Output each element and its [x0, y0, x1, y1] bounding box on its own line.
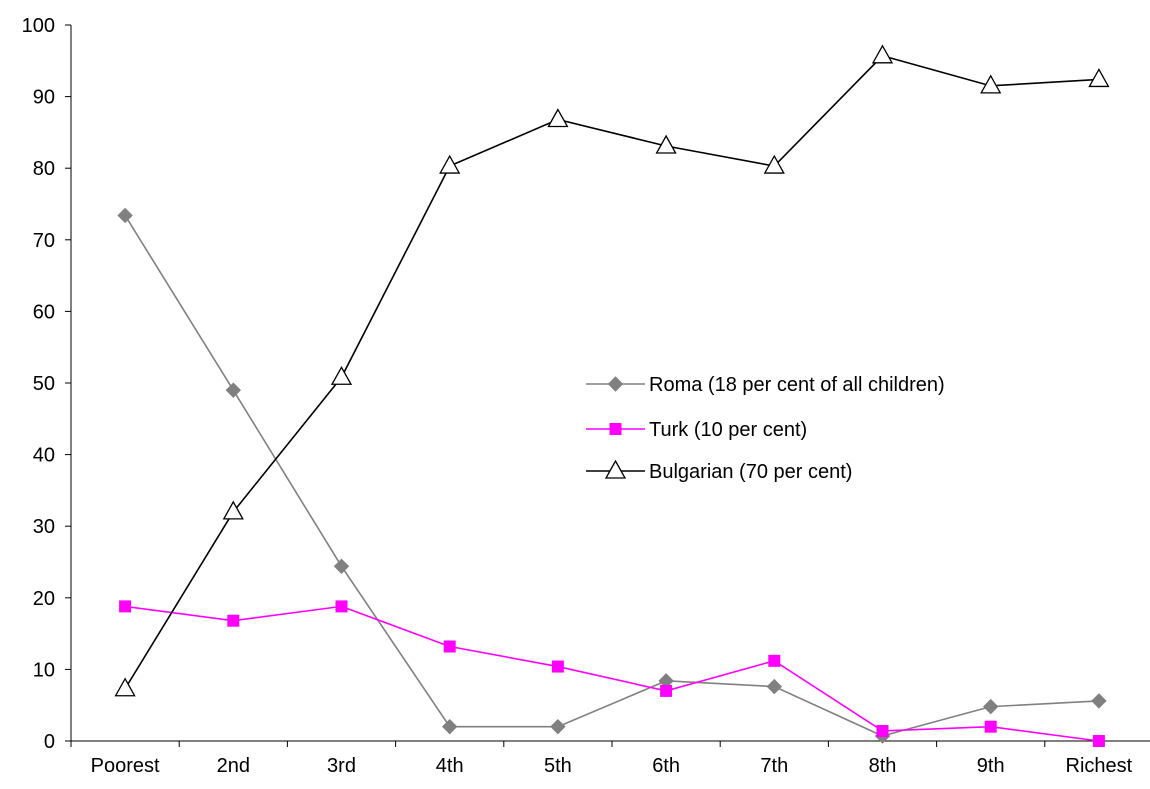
- y-tick-label: 0: [44, 731, 55, 753]
- data-point: [876, 724, 889, 737]
- y-tick-label: 50: [33, 373, 55, 395]
- x-tick-label: 5th: [544, 755, 572, 777]
- x-tick-label: 8th: [869, 755, 897, 777]
- series-line: [124, 215, 1099, 737]
- data-point: [766, 678, 783, 695]
- data-point: [1091, 693, 1107, 709]
- legend-item: Bulgarian (70 per cent): [586, 459, 852, 483]
- data-point: [443, 640, 456, 653]
- data-point: [335, 600, 348, 613]
- data-point: [330, 365, 353, 385]
- data-point: [441, 718, 458, 735]
- data-point: [119, 600, 132, 613]
- y-tick-label: 90: [33, 87, 55, 109]
- legend-item: Turk (10 per cent): [586, 419, 807, 441]
- y-tick-label: 20: [33, 588, 55, 610]
- legend: Roma (18 per cent of all children) Turk (…: [586, 374, 945, 483]
- y-tick-label: 100: [22, 15, 55, 37]
- data-point: [551, 660, 564, 673]
- y-tick-label: 10: [33, 659, 55, 681]
- x-tick-label: 3rd: [327, 755, 356, 777]
- data-point: [225, 382, 242, 398]
- series-2: [114, 44, 1110, 697]
- legend-label: Bulgarian (70 per cent): [649, 461, 852, 483]
- data-point: [655, 134, 677, 154]
- x-tick-label: 7th: [760, 755, 788, 777]
- x-tick-label: Richest: [1066, 755, 1133, 777]
- data-point: [227, 614, 240, 627]
- y-tick-label: 60: [33, 301, 55, 323]
- data-point: [1092, 735, 1105, 747]
- series-1: [119, 600, 1105, 747]
- legend-marker: [604, 459, 627, 479]
- y-tick-label: 40: [33, 445, 55, 467]
- legend-marker: [609, 423, 622, 435]
- data-point: [763, 154, 785, 174]
- legend-label: Roma (18 per cent of all children): [649, 374, 945, 396]
- data-point: [982, 698, 999, 715]
- data-point: [984, 720, 997, 733]
- data-point: [550, 718, 566, 735]
- data-point: [333, 558, 350, 575]
- data-point: [768, 654, 781, 667]
- data-point: [547, 108, 569, 128]
- series-line: [124, 54, 1099, 690]
- data-point: [117, 207, 133, 224]
- legend-marker: [607, 376, 624, 392]
- x-tick-label: 4th: [436, 755, 464, 777]
- y-tick-label: 30: [33, 516, 55, 538]
- data-point: [660, 684, 673, 697]
- data-point: [871, 44, 894, 64]
- x-tick-label: 9th: [977, 755, 1005, 777]
- data-point: [1088, 68, 1110, 88]
- legend-item: Roma (18 per cent of all children): [586, 374, 945, 396]
- series-line: [124, 605, 1100, 742]
- data-point: [114, 677, 136, 697]
- y-axis-ticks: 0 10 20 30 40 50 60 70 80 90 100: [22, 15, 71, 753]
- data-point: [222, 500, 244, 520]
- x-axis-ticks: Poorest 2nd 3rd 4th 5th 6th 7th 8th 9th Richest: [70, 741, 1133, 777]
- x-tick-label: 2nd: [217, 755, 250, 777]
- legend-label: Turk (10 per cent): [649, 419, 807, 441]
- data-point: [439, 154, 461, 174]
- series-layer: [114, 44, 1110, 747]
- y-tick-label: 80: [33, 158, 55, 180]
- x-tick-label: 6th: [652, 755, 680, 777]
- y-tick-label: 70: [33, 230, 55, 252]
- x-tick-label: Poorest: [91, 755, 160, 777]
- data-point: [980, 74, 1002, 94]
